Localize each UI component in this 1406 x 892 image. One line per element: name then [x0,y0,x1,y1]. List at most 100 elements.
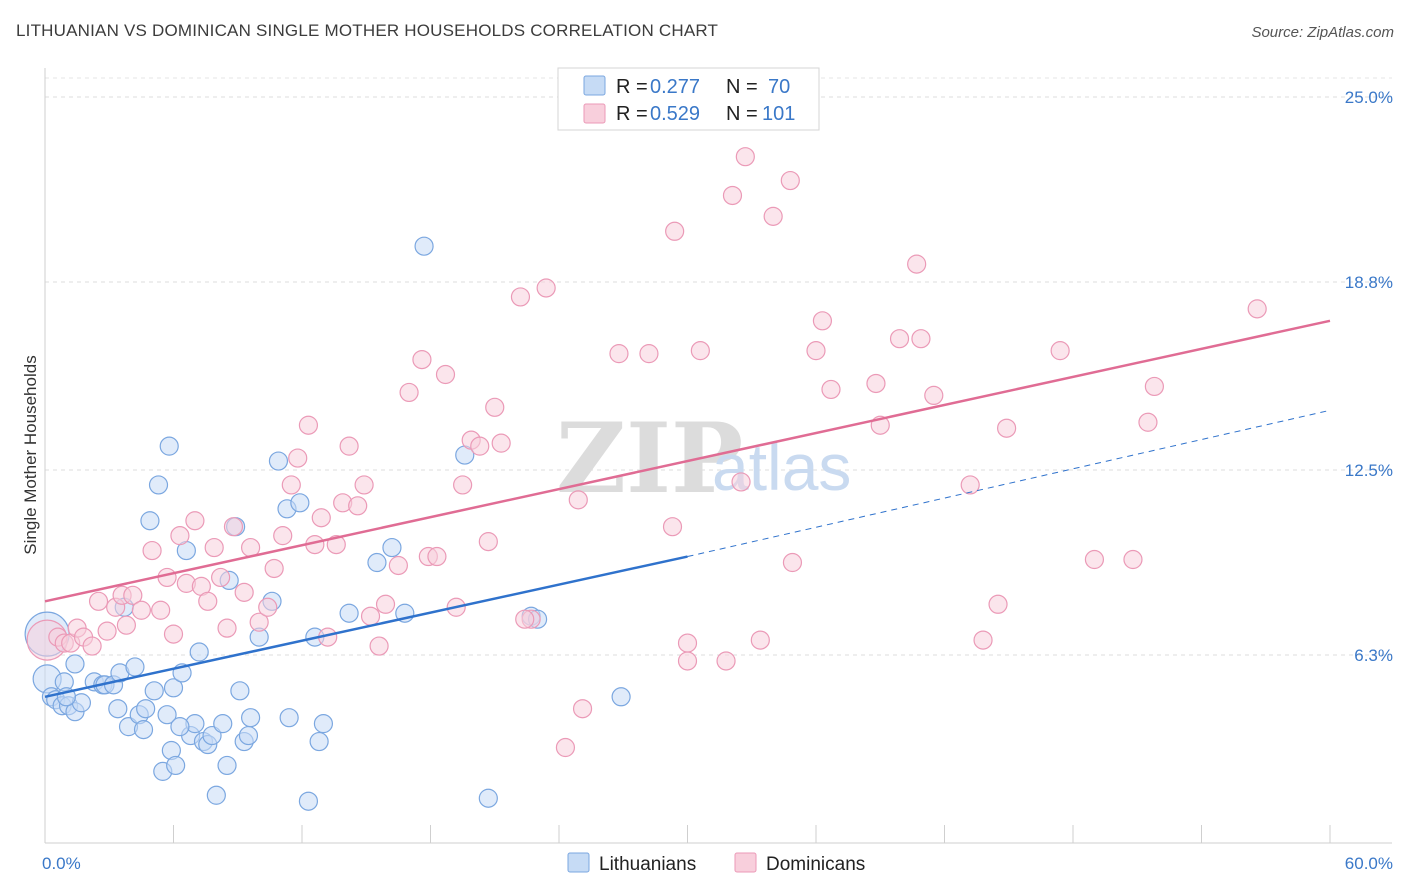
dominican-point-29 [249,612,269,632]
dominican-point-37 [311,508,331,528]
source-label: Source: ZipAtlas.com [1251,24,1394,41]
y-axis-label: Single Mother Households [21,355,40,554]
dominican-point-68 [662,517,683,537]
dominican-point-49 [412,349,432,370]
lithuanian-point-23 [144,681,164,701]
lithuanian-point-68 [170,717,190,737]
legend-n-label-2: N = [726,103,758,125]
lithuanian-point-14 [108,699,128,719]
dominican-point-14 [142,540,162,561]
lithuanian-point-22 [140,511,160,531]
dominican-point-83 [866,373,886,394]
y-tick-label-3: 25.0% [1345,88,1393,107]
dominican-point-44 [360,606,381,626]
lithuanian-point-44 [230,681,250,701]
trend-lines [44,319,1331,699]
lithuanian-point-26 [157,705,177,725]
dominican-point-78 [782,552,803,573]
lithuanian-point-29 [163,678,184,698]
lithuanian-point-8 [65,654,85,674]
dominican-point-63 [555,737,576,758]
dominican-point-91 [988,594,1008,614]
legend-box: R = 0.277 N = 70 R = 0.529 N = 101 [557,67,820,131]
dominican-point-51 [427,546,447,567]
dominican-point-45 [369,636,389,656]
watermark-atlas: atlas [712,430,851,504]
bottom-legend: Lithuanians Dominicans [567,852,865,875]
legend-r-value-2: 0.529 [650,103,700,125]
dominican-point-99 [677,651,698,671]
dominican-point-73 [722,185,743,206]
dominican-point-52 [435,364,456,385]
lithuanian-point-57 [313,714,334,734]
dominican-point-11 [116,615,136,635]
lithuanian-point-24 [148,475,169,495]
data-points [24,147,1267,811]
lithuanian-point-58 [339,603,359,623]
dominican-point-54 [453,475,473,495]
dominican-point-60 [510,287,531,307]
dominican-point-65 [568,490,588,510]
dominican-point-64 [572,699,593,719]
dominican-point-81 [812,311,833,331]
lithuanian-point-64 [478,788,498,808]
lithuanian-point-66 [611,687,631,707]
lithuanian-point-27 [159,436,179,456]
dominican-trend-line [44,319,1331,603]
watermark: ZIP atlas [556,402,851,515]
legend-r-label-2: R = [616,103,648,125]
legend-r-value-1: 0.277 [650,76,700,98]
dominican-point-59 [491,433,511,453]
dominican-point-32 [273,526,293,546]
dominican-point-94 [1084,549,1105,570]
bottom-legend-swatch-dominicans [734,852,757,873]
lithuanian-trend-line [44,555,688,699]
dominican-point-97 [1144,376,1164,397]
legend-swatch-lithuanians [583,75,606,96]
dominican-point-98 [1247,299,1267,319]
dominican-point-25 [217,618,237,638]
legend-r-label-1: R = [616,76,648,98]
dominican-point-66 [609,344,629,364]
lithuanian-point-40 [213,714,233,734]
dominican-point-48 [399,382,419,403]
dominican-point-79 [780,170,800,191]
dominican-point-71 [690,341,710,361]
dominican-point-41 [339,436,359,456]
bottom-legend-dominicans: Dominicans [766,854,865,875]
dominican-point-30 [258,597,278,617]
dominican-point-87 [911,329,931,349]
dominican-point-16 [157,567,177,588]
dominican-point-35 [298,415,319,435]
dominican-point-8 [97,621,117,641]
dominican-point-6 [82,636,102,656]
dominican-point-15 [151,600,171,620]
dominican-point-24 [211,567,231,588]
lithuanian-point-18 [125,657,145,677]
lithuanian-point-59 [367,552,387,573]
dominican-point-12 [123,585,143,605]
lithuanian-point-46 [238,725,259,746]
dominican-point-46 [375,594,396,614]
lithuanian-point-62 [414,236,434,256]
legend-n-label-1: N = [726,76,758,98]
y-tick-label-1: 12.5% [1345,461,1393,480]
lithuanian-point-35 [189,642,209,662]
lithuanian-point-30 [166,755,186,776]
dominican-point-75 [735,147,755,167]
lithuanian-point-47 [241,708,261,728]
legend-n-value-2: 101 [762,103,795,125]
dominican-point-89 [960,475,980,495]
y-tick-labels: 6.3% 12.5% 18.8% 25.0% [1345,88,1393,665]
dominican-point-34 [288,448,308,468]
dominican-point-62 [536,278,556,298]
lithuanian-point-56 [309,731,329,752]
watermark-zip: ZIP [556,402,743,515]
dominican-point-96 [1138,412,1158,432]
dominican-point-56 [470,436,490,456]
bottom-legend-swatch-lithuanians [567,852,590,873]
dominican-point-22 [198,591,218,611]
dominican-point-90 [973,630,993,650]
dominican-point-42 [348,496,368,516]
